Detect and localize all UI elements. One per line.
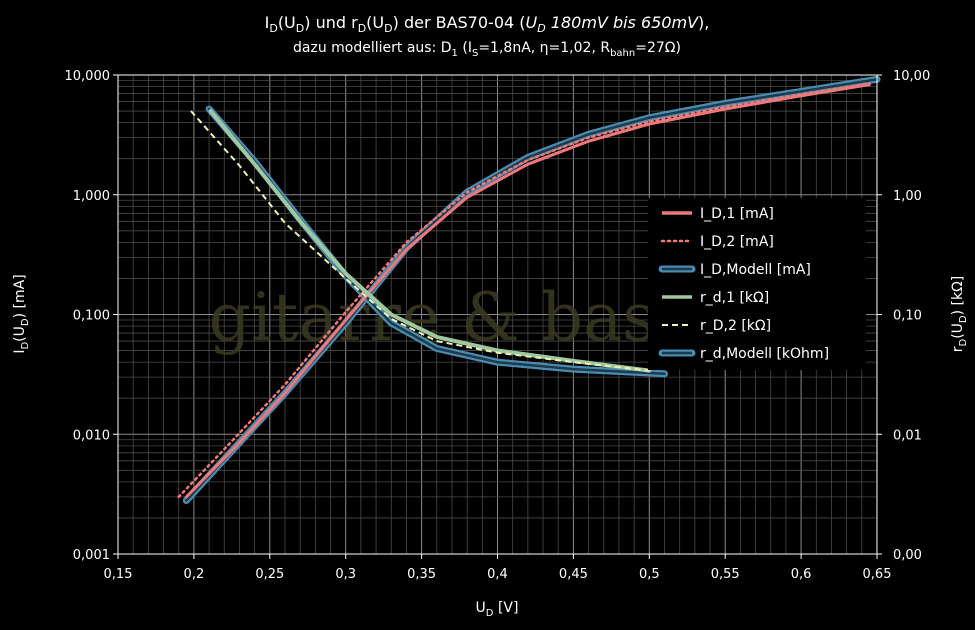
ticks-group: 0,15 0,2 0,25 0,3 0,35 0,4 0,45 0,5 0,55 0,6 0,650…	[65, 69, 931, 582]
y-axis-label-right: rD(UD) [kΩ]	[950, 276, 969, 353]
y-tick-label-right: 0,10	[893, 309, 922, 324]
x-tick-label: 0,65	[863, 567, 892, 582]
y-tick-label-left: 10,000	[65, 69, 111, 84]
series-line-i-d-2-ma	[177, 82, 871, 499]
chart-title-line2: dazu modelliert aus: D1 (IS=1,8nA, η=1,0…	[293, 40, 681, 59]
x-tick-label: 0,55	[711, 567, 740, 582]
y-tick-label-right: 0,01	[893, 428, 922, 443]
x-tick-label: 0,5	[639, 567, 660, 582]
legend-label: I_D,1 [mA]	[700, 206, 774, 222]
y-tick-label-right: 1,00	[893, 189, 922, 204]
x-tick-label: 0,45	[559, 567, 588, 582]
y-tick-label-left: 0,001	[73, 548, 110, 563]
series-line-r-d-1-k	[208, 109, 652, 373]
legend-label: r_d,Modell [kOhm]	[700, 346, 829, 362]
series-line-i-d-1-ma	[184, 83, 871, 499]
y-axis-label-left: ID(UD) [mA]	[12, 274, 31, 353]
legend-label: r_D,2 [kΩ]	[700, 318, 771, 334]
series-group	[177, 75, 881, 504]
x-tick-label: 0,3	[335, 567, 356, 582]
y-tick-label-left: 0,010	[73, 428, 110, 443]
y-tick-label-left: 1,000	[73, 189, 110, 204]
y-tick-label-right: 10,00	[893, 69, 930, 84]
chart-title-line1: ID(UD) und rD(UD) der BAS70-04 (UD 180mV…	[265, 13, 710, 35]
x-tick-label: 0,15	[104, 567, 133, 582]
x-axis-label: UD [V]	[476, 600, 519, 619]
y-tick-label-right: 0,00	[893, 548, 922, 563]
legend-background	[648, 198, 866, 370]
legend-label: r_d,1 [kΩ]	[700, 290, 769, 306]
x-tick-label: 0,35	[407, 567, 436, 582]
x-tick-label: 0,6	[791, 567, 812, 582]
x-tick-label: 0,2	[184, 567, 205, 582]
legend-label: I_D,2 [mA]	[700, 234, 774, 250]
y-tick-label-left: 0,100	[73, 309, 110, 324]
x-tick-label: 0,25	[255, 567, 284, 582]
legend-label: I_D,Modell [mA]	[700, 262, 811, 278]
series-line-r-d-2-k	[190, 110, 650, 372]
x-tick-label: 0,4	[487, 567, 508, 582]
legend: I_D,1 [mA] I_D,2 [mA] I_D,Modell [mA] r_d,1…	[648, 198, 866, 370]
